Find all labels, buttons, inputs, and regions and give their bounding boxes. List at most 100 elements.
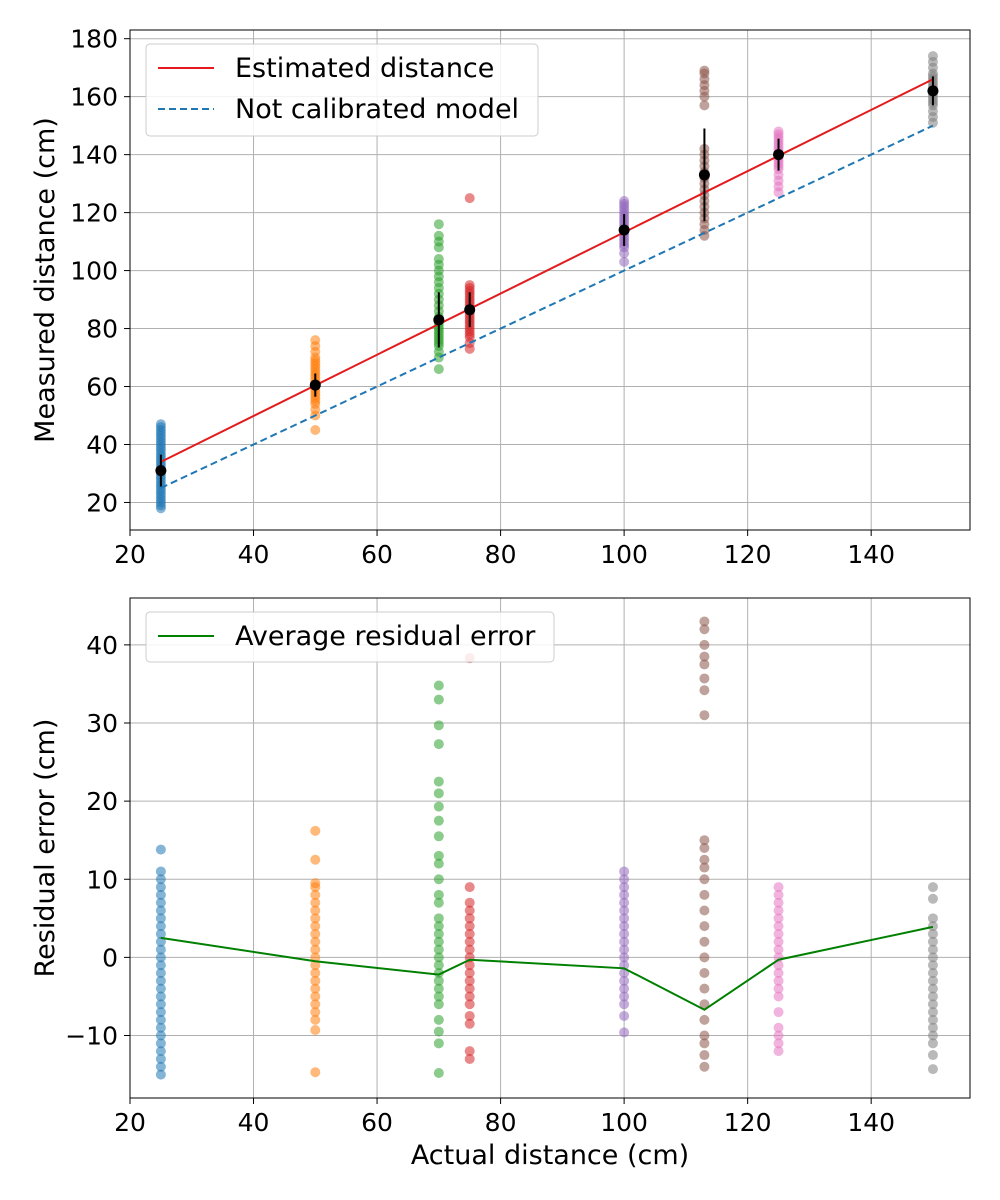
scatter-point [310, 825, 321, 836]
x-tick-label: 100 [600, 1108, 648, 1137]
scatter-point [927, 51, 938, 62]
scatter-point [619, 256, 630, 267]
scatter-point [927, 952, 938, 963]
scatter-point [464, 928, 475, 939]
x-axis-label: Actual distance (cm) [411, 1140, 689, 1171]
legend-box [145, 43, 539, 137]
scatter-point [433, 889, 444, 900]
scatter-point [310, 889, 321, 900]
scatter-point [927, 975, 938, 986]
scatter-point [464, 983, 475, 994]
scatter-point [433, 831, 444, 842]
scatter-point [464, 905, 475, 916]
scatter-point [464, 1010, 475, 1021]
series-line [160, 78, 934, 463]
mean-point [927, 85, 939, 97]
scatter-point [155, 1014, 166, 1025]
x-tick-label: 120 [724, 1108, 772, 1137]
scatter-point [927, 960, 938, 971]
scatter-point [433, 999, 444, 1010]
scatter-point [927, 999, 938, 1010]
scatter-point [927, 1064, 938, 1075]
scatter-point [433, 921, 444, 932]
scatter-point [433, 991, 444, 1002]
scatter-point [433, 913, 444, 924]
scatter-point [927, 968, 938, 978]
scatter-point [310, 999, 321, 1010]
scatter-point [699, 710, 710, 721]
scatter-point [619, 936, 630, 947]
scatter-point [464, 944, 475, 955]
scatter-point [927, 1030, 938, 1041]
scatter-point [699, 659, 710, 670]
scatter-point [927, 1022, 938, 1033]
scatter-point [433, 815, 444, 826]
scatter-point [155, 889, 166, 900]
scatter-point [155, 882, 166, 893]
scatter-point [699, 968, 710, 978]
scatter-point [699, 921, 710, 932]
scatter-point [699, 624, 710, 635]
scatter-point [155, 1007, 166, 1018]
x-tick-label: 20 [114, 1108, 146, 1137]
scatter-point [464, 936, 475, 947]
x-tick-label: 120 [724, 540, 772, 569]
legend-label: Average residual error [235, 621, 536, 652]
scatter-point [773, 1030, 784, 1041]
scatter-point [619, 928, 630, 939]
scatter-point [619, 897, 630, 908]
scatter-point [619, 889, 630, 900]
scatter-point [773, 968, 784, 978]
scatter-point [464, 882, 475, 893]
scatter-point [433, 983, 444, 994]
scatter-point [155, 1030, 166, 1041]
scatter-point [433, 230, 444, 241]
mean-point [464, 304, 476, 316]
scatter-point [310, 975, 321, 986]
y-tick-label: 20 [86, 488, 118, 517]
scatter-point [619, 882, 630, 893]
scatter-point [773, 889, 784, 900]
scatter-point [773, 960, 784, 971]
y-tick-label: 120 [70, 199, 118, 228]
scatter-point [464, 968, 475, 978]
scatter-point [310, 928, 321, 939]
scatter-point [619, 921, 630, 932]
scatter-point [927, 944, 938, 955]
scatter-point [433, 858, 444, 869]
scatter-point [464, 193, 475, 204]
scatter-point [155, 921, 166, 932]
scatter-point [155, 1038, 166, 1049]
scatter-point [699, 651, 710, 662]
y-tick-label: 140 [70, 141, 118, 170]
scatter-point [619, 999, 630, 1010]
scatter-point [155, 1046, 166, 1057]
y-tick-label: 100 [70, 257, 118, 286]
scatter-point [619, 975, 630, 986]
scatter-point [773, 983, 784, 994]
top-panel-measured-distance: 20 40 60 80 100 120 140 20 40 60 80 100 120 140 160 180… [30, 25, 971, 569]
scatter-point [699, 952, 710, 963]
scatter-point [155, 1053, 166, 1064]
scatter-point [699, 685, 710, 696]
scatter-point [310, 335, 321, 346]
scatter-point [464, 1018, 475, 1029]
scatter-point [433, 1038, 444, 1049]
scatter-point [433, 928, 444, 939]
y-axis-label: Residual error (cm) [30, 719, 61, 978]
scatter-point [464, 921, 475, 932]
y-tick-label: 30 [86, 709, 118, 738]
scatter-point [433, 1014, 444, 1025]
scatter-point [927, 936, 938, 947]
scatter-point [155, 999, 166, 1010]
scatter-point [433, 680, 444, 691]
scatter-point [464, 1053, 475, 1064]
y-tick-label: 10 [86, 865, 118, 894]
scatter-point [464, 913, 475, 924]
x-tick-label: 40 [238, 1108, 270, 1137]
scatter-point [155, 419, 166, 430]
scatter-point [699, 905, 710, 916]
scatter-point [310, 936, 321, 947]
scatter-point [433, 874, 444, 885]
